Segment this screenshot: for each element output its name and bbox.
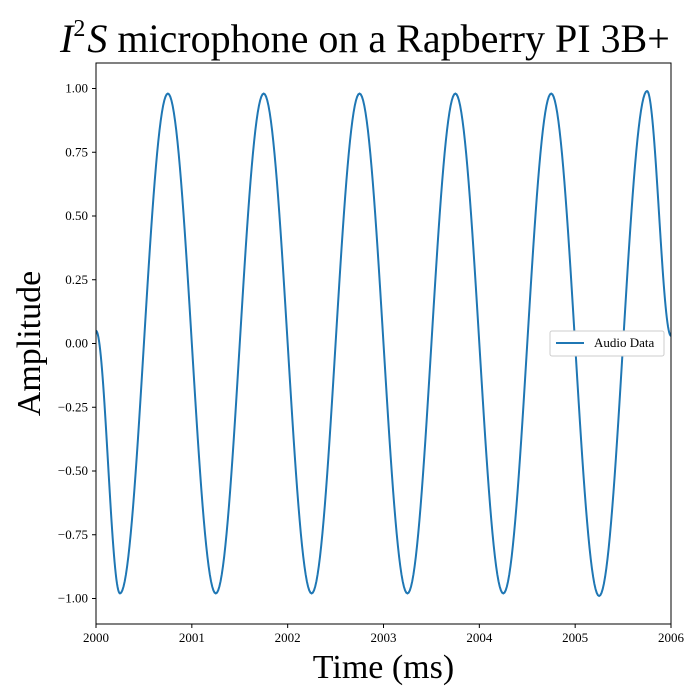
y-tick-label: −1.00 <box>58 591 88 606</box>
chart-title: I2S microphone on a Rapberry PI 3B+ <box>59 16 670 61</box>
y-tick-label: 0.50 <box>65 208 88 223</box>
series-line-audio-data <box>95 89 672 598</box>
y-tick-label: 0.00 <box>65 336 88 351</box>
title-rest: microphone on a Rapberry PI 3B+ <box>107 16 669 61</box>
y-tick-label: −0.75 <box>58 527 88 542</box>
x-tick-label: 2005 <box>562 630 588 645</box>
x-tick-label: 2002 <box>275 630 301 645</box>
x-axis: 2000 2001 2002 2003 2004 2005 2006 <box>83 624 685 645</box>
x-tick-label: 2004 <box>466 630 493 645</box>
x-tick-label: 2001 <box>179 630 205 645</box>
x-axis-label: Time (ms) <box>313 649 454 686</box>
legend-label-audio-data: Audio Data <box>594 335 655 350</box>
y-tick-label: 0.25 <box>65 272 88 287</box>
x-tick-label: 2006 <box>658 630 685 645</box>
y-axis-label: Amplitude <box>11 271 48 416</box>
y-axis: −1.00 −0.75 −0.50 −0.25 0.00 0.25 0.50 0.75 1.00 <box>58 81 96 606</box>
title-prefix: I <box>59 16 75 61</box>
legend-box <box>549 330 665 357</box>
y-tick-label: −0.50 <box>58 463 88 478</box>
title-superscript: 2 <box>73 16 85 42</box>
y-tick-label: 1.00 <box>65 81 88 96</box>
title-suffix: S <box>87 16 107 61</box>
y-tick-label: 0.75 <box>65 144 88 159</box>
x-tick-label: 2003 <box>371 630 397 645</box>
x-tick-label: 2000 <box>83 630 109 645</box>
y-tick-label: −0.25 <box>58 399 88 414</box>
series-layer <box>95 89 672 598</box>
legend: Audio Data <box>549 330 665 357</box>
